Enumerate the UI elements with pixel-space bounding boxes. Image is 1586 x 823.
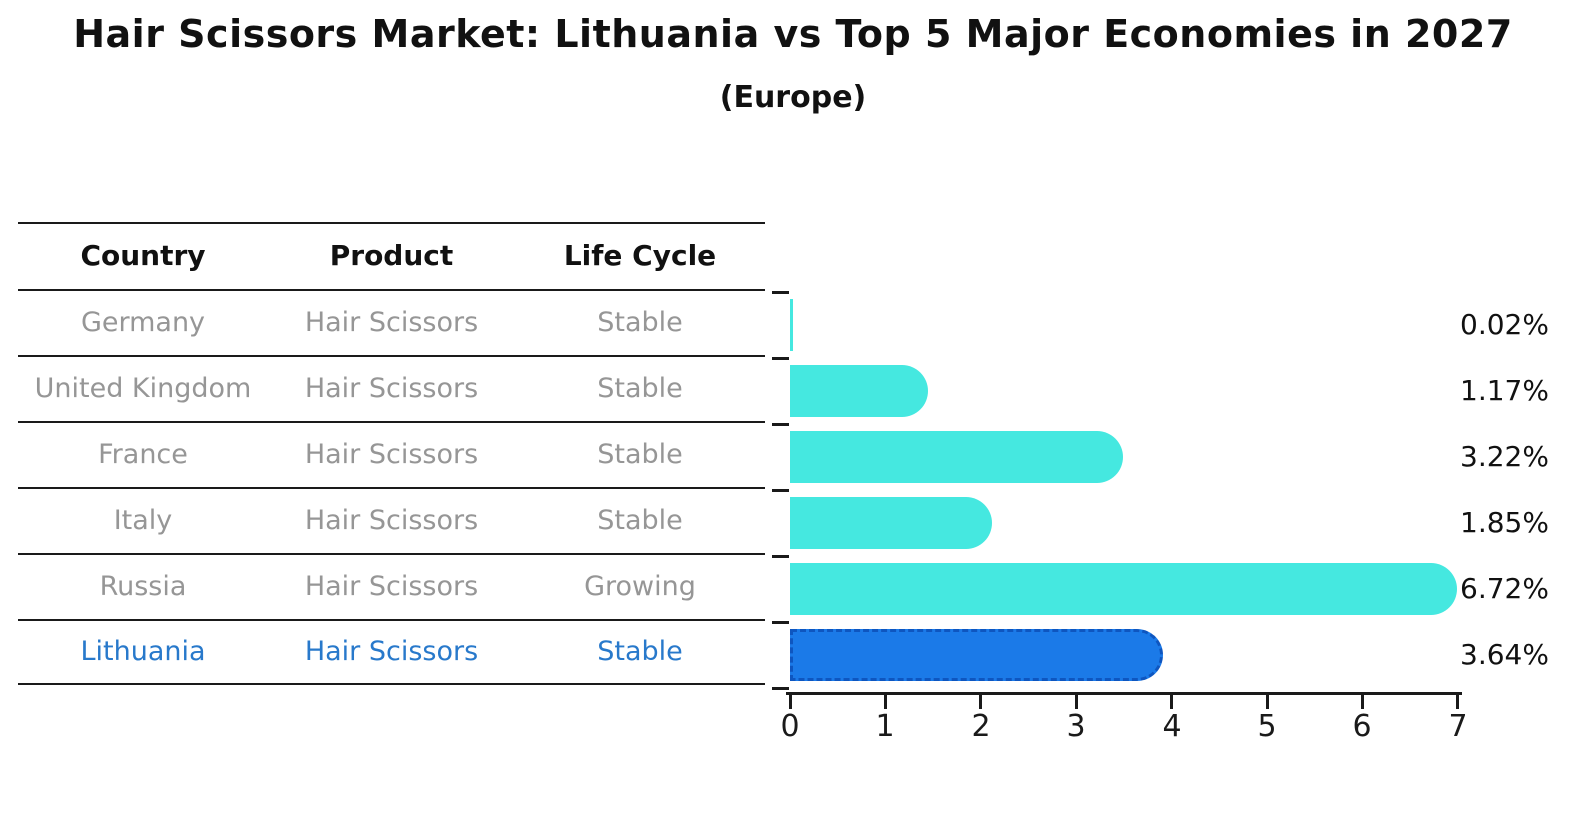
- column-header-product: Product: [329, 239, 454, 272]
- table-line: [18, 487, 765, 489]
- table-line: [18, 289, 765, 291]
- table-row: United Kingdom Hair Scissors Stable: [18, 355, 765, 421]
- bar-russia: [790, 563, 1457, 615]
- column-header-life-cycle: Life Cycle: [563, 239, 717, 272]
- life-cycle-cell: Stable: [597, 372, 683, 404]
- country-cell: Lithuania: [80, 635, 206, 667]
- table-row: France Hair Scissors Stable: [18, 421, 765, 487]
- y-axis-tick: [772, 621, 789, 624]
- table-header-row: Country Product Life Cycle: [18, 222, 765, 289]
- bar-row-germany: [790, 292, 793, 358]
- country-cell: United Kingdom: [34, 372, 252, 404]
- x-tick-label: 2: [971, 709, 991, 744]
- bar-row-italy: [790, 490, 992, 556]
- y-axis-tick: [772, 555, 789, 558]
- product-cell: Hair Scissors: [304, 306, 479, 338]
- product-cell: Hair Scissors: [304, 504, 479, 536]
- product-cell: Hair Scissors: [304, 635, 479, 667]
- product-cell: Hair Scissors: [304, 570, 479, 602]
- y-axis-tick: [772, 687, 789, 690]
- value-label: 3.22%: [1460, 440, 1549, 473]
- country-cell: France: [98, 438, 188, 470]
- life-cycle-cell: Stable: [597, 438, 683, 470]
- y-axis-tick: [772, 489, 789, 492]
- x-axis-tick: [1266, 694, 1269, 709]
- table-row: Germany Hair Scissors Stable: [18, 289, 765, 355]
- x-axis-tick: [884, 694, 887, 709]
- bar-france: [790, 431, 1123, 483]
- x-axis-tick: [1170, 694, 1173, 709]
- column-header-country: Country: [80, 239, 206, 272]
- product-cell: Hair Scissors: [304, 438, 479, 470]
- table-row: Italy Hair Scissors Stable: [18, 487, 765, 553]
- x-axis-tick: [1456, 694, 1459, 709]
- value-label: 3.64%: [1460, 638, 1549, 671]
- x-tick-label: 5: [1257, 709, 1277, 744]
- life-cycle-cell: Stable: [597, 635, 683, 667]
- table-line: [18, 421, 765, 423]
- bar-united-kingdom: [790, 365, 928, 417]
- country-cell: Italy: [113, 504, 173, 536]
- value-label: 6.72%: [1460, 572, 1549, 605]
- bar-germany: [790, 299, 793, 351]
- life-cycle-cell: Stable: [597, 504, 683, 536]
- table-row-highlight-lithuania: Lithuania Hair Scissors Stable: [18, 619, 765, 683]
- x-axis-line: [786, 692, 1462, 695]
- value-label: 0.02%: [1460, 308, 1549, 341]
- y-axis-tick: [772, 291, 789, 294]
- value-label: 1.85%: [1460, 506, 1549, 539]
- x-tick-label: 6: [1352, 709, 1372, 744]
- bar-row-united-kingdom: [790, 358, 928, 424]
- table-row: Russia Hair Scissors Growing: [18, 553, 765, 619]
- y-axis-tick: [772, 423, 789, 426]
- bar-row-lithuania: [790, 622, 1163, 688]
- country-cell: Germany: [80, 306, 206, 338]
- country-cell: Russia: [99, 570, 187, 602]
- table-line: [18, 553, 765, 555]
- bar-row-france: [790, 424, 1123, 490]
- x-tick-label: 3: [1066, 709, 1086, 744]
- x-tick-label: 0: [780, 709, 800, 744]
- page-title: Hair Scissors Market: Lithuania vs Top 5…: [73, 12, 1513, 56]
- life-cycle-cell: Stable: [597, 306, 683, 338]
- table-line: [18, 619, 765, 621]
- bar-italy: [790, 497, 992, 549]
- table-line: [18, 355, 765, 357]
- x-tick-label: 7: [1448, 709, 1468, 744]
- bar-row-russia: [790, 556, 1457, 622]
- y-axis-tick: [772, 357, 789, 360]
- page-subtitle: (Europe): [719, 80, 867, 115]
- table-line: [18, 222, 765, 224]
- x-tick-label: 4: [1162, 709, 1182, 744]
- value-label: 1.17%: [1460, 374, 1549, 407]
- x-axis-tick: [979, 694, 982, 709]
- x-tick-label: 1: [875, 709, 895, 744]
- life-cycle-cell: Growing: [584, 570, 696, 602]
- x-axis-tick: [789, 694, 792, 709]
- x-axis-tick: [1075, 694, 1078, 709]
- table-line: [18, 683, 765, 685]
- x-axis-tick: [1361, 694, 1364, 709]
- bar-lithuania-highlighted: [790, 629, 1163, 681]
- product-cell: Hair Scissors: [304, 372, 479, 404]
